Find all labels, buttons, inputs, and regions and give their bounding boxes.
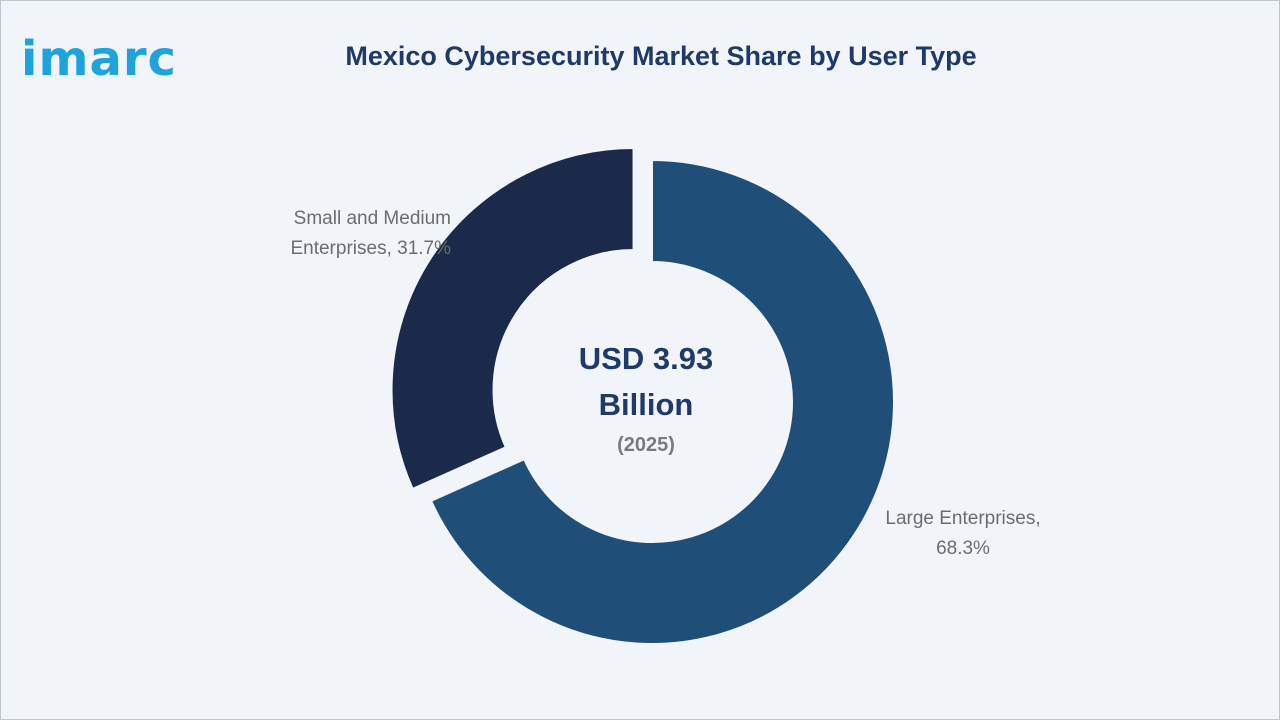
donut-slice-large-enterprises <box>429 158 895 645</box>
slice-label-small-medium-text: Small and Medium Enterprises, 31.7% <box>290 208 451 259</box>
imarc-logo: imarc <box>21 23 211 87</box>
slice-label-large-text: Large Enterprises, 68.3% <box>885 508 1041 559</box>
center-total-value: USD 3.93 Billion <box>578 341 714 422</box>
slice-label-large: Large Enterprises, 68.3% <box>863 504 1063 564</box>
slice-label-small-medium: Small and Medium Enterprises, 31.7% <box>241 204 451 264</box>
chart-title: Mexico Cybersecurity Market Share by Use… <box>345 41 977 71</box>
logo-text: imarc <box>21 31 177 87</box>
donut-slice-small-and-medium-enterprises <box>390 147 635 491</box>
center-year: (2025) <box>617 434 675 456</box>
